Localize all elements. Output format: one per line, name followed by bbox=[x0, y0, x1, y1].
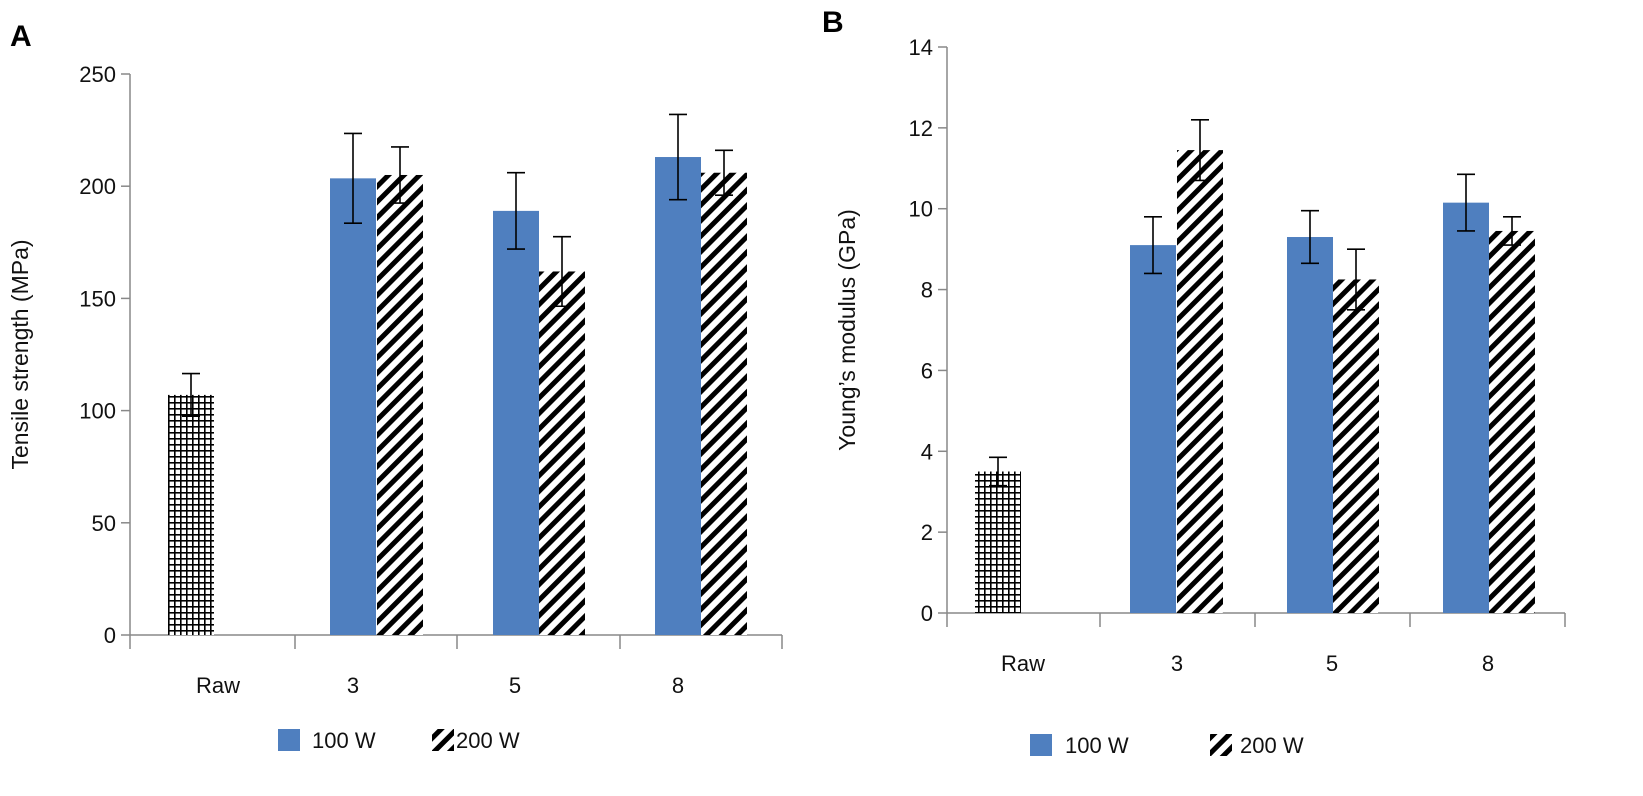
x-tick-label: 8 bbox=[1482, 651, 1494, 676]
bar-raw-Raw bbox=[975, 471, 1021, 613]
y-tick-label: 8 bbox=[921, 278, 933, 303]
y-tick-label: 12 bbox=[909, 116, 933, 141]
y-tick-label: 10 bbox=[909, 197, 933, 222]
y-axis-label: Tensile strength (MPa) bbox=[7, 239, 33, 469]
y-tick-label: 200 bbox=[79, 174, 116, 199]
x-tick-label: 3 bbox=[347, 673, 359, 698]
y-tick-label: 0 bbox=[921, 601, 933, 626]
legend-label-100w: 100 W bbox=[1065, 733, 1129, 758]
y-tick-label: 14 bbox=[909, 35, 933, 60]
y-tick-label: 6 bbox=[921, 358, 933, 383]
bar-200w-8 bbox=[1489, 230, 1535, 613]
y-tick-label: 2 bbox=[921, 520, 933, 545]
x-tick-label: 3 bbox=[1171, 651, 1183, 676]
bar-200w-3 bbox=[377, 174, 423, 636]
legend-label-200w: 200 W bbox=[1240, 733, 1304, 758]
legend-swatch-100w bbox=[1030, 734, 1052, 756]
x-tick-label: Raw bbox=[1001, 651, 1045, 676]
x-tick-label: 5 bbox=[509, 673, 521, 698]
chart-b: B 0 2 4 6 8 10 12 14 Young’s modulus (GPa) Raw 3 5 8 1… bbox=[822, 6, 1566, 758]
y-tick-label: 50 bbox=[92, 511, 116, 536]
x-tick-label: 5 bbox=[1326, 651, 1338, 676]
bar-100w-5 bbox=[1287, 237, 1333, 613]
x-tick-label: 8 bbox=[672, 673, 684, 698]
y-tick-label: 150 bbox=[79, 286, 116, 311]
bar-200w-5 bbox=[539, 271, 585, 635]
legend-swatch-100w bbox=[278, 729, 300, 751]
y-tick-label: 250 bbox=[79, 62, 116, 87]
bar-100w-3 bbox=[1130, 245, 1176, 613]
y-tick-label: 4 bbox=[921, 439, 933, 464]
bar-100w-8 bbox=[655, 157, 701, 635]
bar-200w-5 bbox=[1333, 279, 1379, 613]
panel-label: A bbox=[10, 20, 32, 53]
chart-a: A 0 50 100 150 200 250 Tensile strength (MPa) Ra… bbox=[7, 20, 783, 753]
legend-swatch-200w bbox=[1210, 734, 1232, 756]
legend-swatch-200w bbox=[432, 729, 454, 751]
bar-raw-Raw bbox=[168, 394, 214, 635]
bar-200w-8 bbox=[701, 172, 747, 635]
bar-200w-3 bbox=[1177, 150, 1223, 614]
y-tick-label: 0 bbox=[104, 623, 116, 648]
y-tick-label: 100 bbox=[79, 399, 116, 424]
panel-label: B bbox=[822, 6, 844, 39]
legend: 100 W 200 W bbox=[278, 728, 520, 753]
legend: 100 W 200 W bbox=[1030, 733, 1304, 758]
y-axis-label: Young’s modulus (GPa) bbox=[834, 209, 860, 451]
bar-100w-3 bbox=[330, 178, 376, 635]
legend-label-100w: 100 W bbox=[312, 728, 376, 753]
bar-100w-8 bbox=[1443, 202, 1489, 613]
x-tick-label: Raw bbox=[196, 673, 240, 698]
bar-100w-5 bbox=[493, 210, 539, 635]
legend-label-200w: 200 W bbox=[456, 728, 520, 753]
